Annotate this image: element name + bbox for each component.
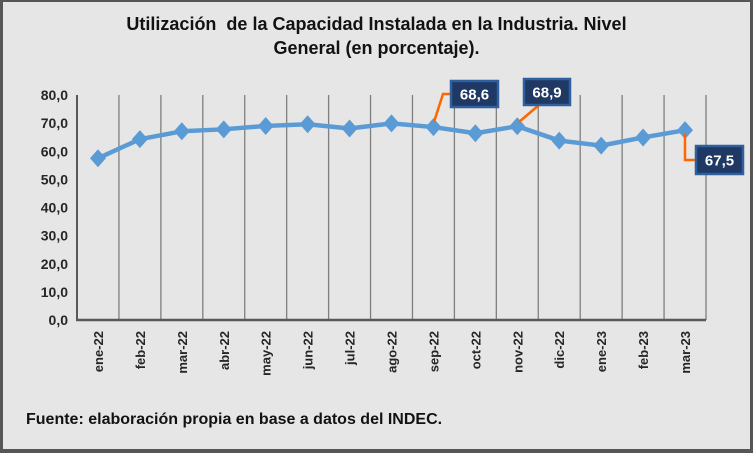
annotation-leader: [518, 104, 540, 123]
y-tick-label: 50,0: [41, 171, 68, 187]
annotation-label: 68,6: [460, 87, 489, 104]
chart-title: Utilización de la Capacidad Instalada en…: [126, 14, 627, 58]
x-tick-label: abr-22: [217, 331, 232, 370]
x-tick-label: mar-22: [175, 331, 190, 374]
x-tick-label: mar-23: [678, 331, 693, 374]
data-point-marker: [89, 149, 106, 168]
y-tick-label: 70,0: [41, 115, 68, 131]
x-tick-label: oct-22: [468, 331, 483, 369]
data-point-marker: [467, 124, 484, 143]
x-tick-label: dic-22: [552, 331, 567, 369]
data-point-marker: [131, 130, 148, 149]
x-tick-label: may-22: [259, 331, 274, 376]
x-tick-label: ene-23: [594, 331, 609, 372]
x-tick-label: feb-22: [133, 331, 148, 369]
data-point-marker: [173, 122, 190, 141]
annotation-leader: [683, 133, 696, 162]
data-point-marker: [635, 128, 652, 147]
annotation-box: [694, 144, 745, 176]
annotation-leader: [432, 92, 451, 123]
data-point-marker: [509, 117, 526, 136]
source-note: Fuente: elaboración propia en base a dat…: [26, 411, 443, 428]
data-point-marker: [299, 115, 316, 134]
y-tick-label: 0,0: [49, 312, 69, 328]
annotation-box: [522, 77, 572, 107]
y-tick-label: 10,0: [41, 284, 68, 300]
x-tick-label: feb-23: [636, 331, 651, 369]
x-tick-label: jun-22: [301, 331, 316, 370]
data-point-marker: [257, 116, 274, 135]
data-point-marker: [383, 114, 400, 133]
x-tick-label: jul-22: [343, 331, 358, 366]
x-tick-label: sep-22: [426, 331, 441, 372]
data-point-marker: [341, 119, 358, 138]
y-tick-label: 30,0: [41, 228, 68, 244]
annotation-label: 67,5: [705, 153, 734, 170]
x-tick-label: ago-22: [385, 331, 400, 373]
y-tick-label: 80,0: [41, 87, 68, 103]
x-tick-label: nov-22: [510, 331, 525, 373]
y-tick-label: 40,0: [41, 200, 68, 216]
y-tick-label: 20,0: [41, 256, 68, 272]
data-point-marker: [677, 121, 694, 140]
data-point-marker: [593, 136, 610, 155]
data-point-marker: [551, 131, 568, 150]
data-point-marker: [215, 120, 232, 139]
annotation-box: [449, 79, 500, 109]
y-tick-label: 60,0: [41, 143, 68, 159]
chart-canvas: 0,0 10,0 20,0 30,0 40,0 50,0 60,0 70,0 80,0 ene-2…: [41, 77, 745, 376]
annotation-label: 68,9: [532, 85, 561, 102]
data-point-marker: [425, 118, 442, 137]
x-tick-label: ene-22: [91, 331, 106, 372]
